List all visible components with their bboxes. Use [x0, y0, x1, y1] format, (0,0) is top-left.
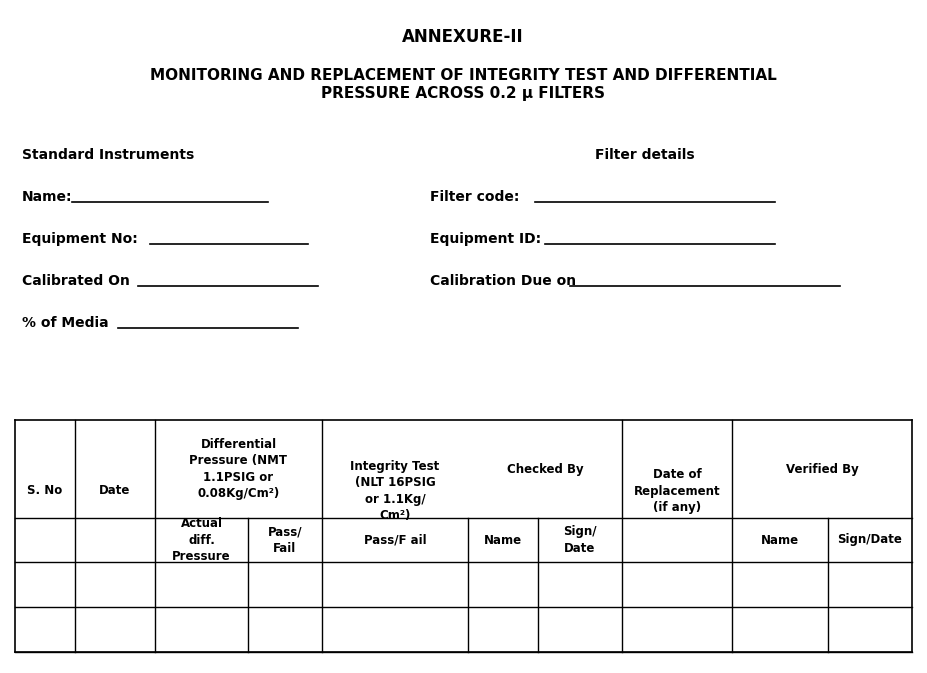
Text: Calibration Due on: Calibration Due on	[430, 274, 576, 288]
Text: PRESSURE ACROSS 0.2 μ FILTERS: PRESSURE ACROSS 0.2 μ FILTERS	[321, 86, 605, 101]
Text: S. No: S. No	[28, 485, 63, 497]
Text: Name:: Name:	[22, 190, 72, 204]
Text: % of Media: % of Media	[22, 316, 108, 330]
Text: Sign/Date: Sign/Date	[838, 534, 903, 546]
Text: Filter details: Filter details	[595, 148, 694, 162]
Text: Name: Name	[761, 534, 799, 546]
Text: Pass/
Fail: Pass/ Fail	[268, 525, 302, 555]
Text: Actual
diff.
Pressure: Actual diff. Pressure	[172, 517, 231, 563]
Text: Date: Date	[99, 485, 131, 497]
Text: ANNEXURE-II: ANNEXURE-II	[402, 28, 524, 46]
Text: Equipment No:: Equipment No:	[22, 232, 138, 246]
Text: Integrity Test
(NLT 16PSIG
or 1.1Kg/
Cm²): Integrity Test (NLT 16PSIG or 1.1Kg/ Cm²…	[350, 460, 439, 522]
Text: Equipment ID:: Equipment ID:	[430, 232, 541, 246]
Text: Standard Instruments: Standard Instruments	[22, 148, 195, 162]
Text: Name: Name	[484, 534, 522, 546]
Text: Checked By: Checked By	[507, 462, 583, 476]
Text: Verified By: Verified By	[785, 462, 858, 476]
Text: Sign/
Date: Sign/ Date	[564, 525, 597, 555]
Text: Differential
Pressure (NMT
1.1PSIG or
0.08Kg/Cm²): Differential Pressure (NMT 1.1PSIG or 0.…	[189, 437, 287, 500]
Text: Filter code:: Filter code:	[430, 190, 519, 204]
Text: Date of
Replacement
(if any): Date of Replacement (if any)	[634, 468, 720, 514]
Text: Pass/F ail: Pass/F ail	[363, 534, 426, 546]
Text: Calibrated On: Calibrated On	[22, 274, 130, 288]
Text: MONITORING AND REPLACEMENT OF INTEGRITY TEST AND DIFFERENTIAL: MONITORING AND REPLACEMENT OF INTEGRITY …	[149, 68, 777, 83]
